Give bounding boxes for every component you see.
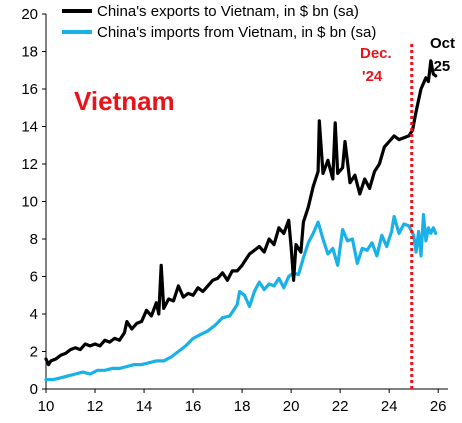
y-tick-label: 12	[21, 156, 38, 173]
x-tick-label: 26	[430, 398, 447, 415]
axes	[45, 14, 448, 390]
annotation-dec-line1: Dec.	[360, 45, 392, 62]
annotation-dec-line2: '24	[362, 68, 383, 85]
x-tick-label: 18	[234, 398, 251, 415]
y-tick-label: 4	[30, 306, 38, 323]
annotation-oct-line2: '25	[430, 58, 450, 75]
x-tick-label: 14	[136, 398, 153, 415]
x-tick-label: 16	[185, 398, 202, 415]
y-tick-label: 6	[30, 269, 38, 286]
y-tick-label: 10	[21, 194, 38, 211]
x-tick-label: 10	[38, 398, 55, 415]
series-line-exports	[44, 59, 438, 367]
x-tick-label: 20	[283, 398, 300, 415]
legend-label-imports: China's imports from Vietnam, in $ bn (s…	[97, 24, 376, 41]
x-tick-label: 24	[381, 398, 398, 415]
y-axis-ticks: 0 2 4 6 8 10 12 14 16 18 20	[21, 6, 46, 398]
legend: China's exports to Vietnam, in $ bn (sa)…	[62, 3, 376, 41]
series-line-imports	[44, 213, 438, 382]
series-lines	[44, 59, 438, 382]
y-tick-label: 20	[21, 6, 38, 23]
y-tick-label: 2	[30, 344, 38, 361]
y-tick-label: 18	[21, 44, 38, 61]
y-tick-label: 16	[21, 81, 38, 98]
y-tick-label: 14	[21, 119, 38, 136]
x-axis-ticks: 10 12 14 16 18 20 22 24 26	[38, 389, 447, 415]
x-tick-label: 22	[332, 398, 349, 415]
annotation-oct-line1: Oct	[430, 35, 455, 52]
x-tick-label: 12	[87, 398, 104, 415]
y-tick-label: 8	[30, 231, 38, 248]
legend-label-exports: China's exports to Vietnam, in $ bn (sa)	[97, 3, 359, 20]
country-label: Vietnam	[74, 86, 175, 116]
y-tick-label: 0	[30, 381, 38, 398]
